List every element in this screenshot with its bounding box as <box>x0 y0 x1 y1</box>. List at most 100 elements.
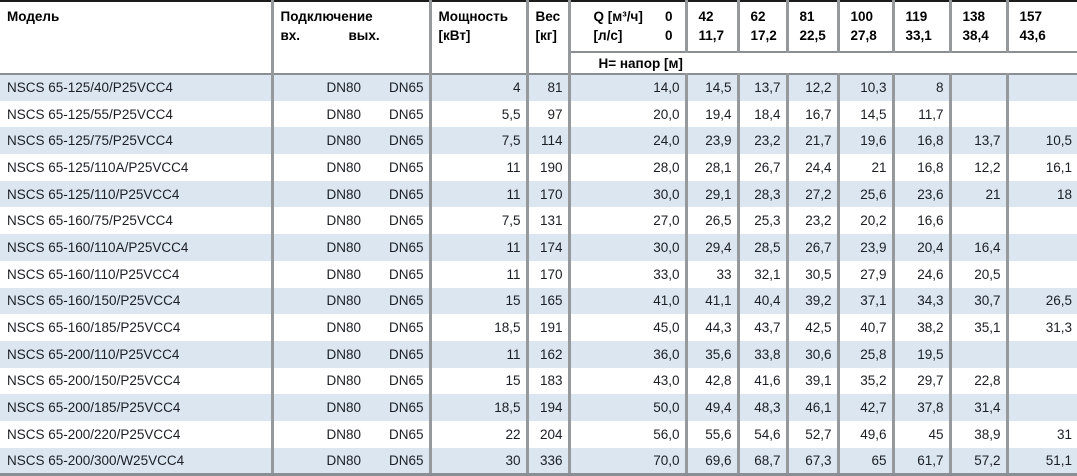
head-value-cell: 34,3 <box>893 287 952 315</box>
outlet-cell: DN65 <box>366 394 432 421</box>
head-value-cell: 46,1 <box>787 394 840 421</box>
table-header: Модель Подключение вх. вых. Мощность [кВ… <box>0 0 1077 75</box>
inlet-cell: DN80 <box>326 186 361 202</box>
outlet-cell: DN65 <box>366 447 432 476</box>
model-cell: NSCS 65-200/150/P25VCC4 <box>0 367 274 395</box>
head-value-cell: 20,0 <box>569 100 688 128</box>
head-value-cell: 30,6 <box>787 340 840 368</box>
flow-column-119: 119 33,1 <box>893 0 952 53</box>
head-value-cell: 13,7 <box>738 74 789 101</box>
head-value-cell: 26,7 <box>787 234 840 261</box>
table-row: NSCS 65-160/150/P25VCC4 DN80 DN65 15 165 41,0… <box>0 287 1077 315</box>
head-value-cell: 26,5 <box>1045 293 1072 309</box>
head-value-cell: 16,6 <box>893 207 952 235</box>
head-value-cell: 20,5 <box>950 260 1009 288</box>
head-value-cell: 29,4 <box>686 234 740 261</box>
head-value-cell: 32,1 <box>738 260 789 288</box>
table-row: NSCS 65-125/110A/P25VCC4 DN80 DN65 11 190 28,… <box>0 154 1077 181</box>
head-value-cell: 55,6 <box>686 420 740 448</box>
inlet-cell: DN80 <box>326 373 361 389</box>
head-value-cell: 23,9 <box>838 234 895 261</box>
head-value-cell: 25,8 <box>838 340 895 368</box>
head-value-cell: 21,7 <box>787 127 840 155</box>
head-value-cell: 28,1 <box>686 154 740 181</box>
head-value-cell: 24,6 <box>893 260 952 288</box>
head-value-cell: 14,5 <box>838 100 895 128</box>
connection-header-label: Подключение <box>280 9 373 24</box>
head-value-cell: 14,5 <box>686 74 740 101</box>
head-value-cell: 50,0 <box>569 394 688 421</box>
head-value-cell: 39,2 <box>787 287 840 315</box>
head-value-cell: 29,7 <box>893 367 952 395</box>
outlet-cell: DN65 <box>366 234 432 261</box>
head-value-cell: 42,5 <box>787 314 840 341</box>
head-value-cell: 20,4 <box>893 234 952 261</box>
head-value-cell: 27,9 <box>838 260 895 288</box>
model-cell: NSCS 65-160/75/P25VCC4 <box>0 207 274 235</box>
head-value-cell: 31,4 <box>950 394 1009 421</box>
outlet-cell: DN65 <box>366 207 432 235</box>
table-row: NSCS 65-160/110/P25VCC4 DN80 DN65 11 170 33,0… <box>0 260 1077 288</box>
weight-cell: 165 <box>527 287 571 315</box>
column-header-model: Модель <box>0 0 274 75</box>
head-value-cell: 48,3 <box>738 394 789 421</box>
head-value-cell: 30,0 <box>569 180 688 208</box>
head-value-cell: 23,2 <box>738 127 789 155</box>
power-cell: 30 <box>430 447 529 476</box>
inlet-cell: DN80 <box>272 447 366 476</box>
model-cell: NSCS 65-200/110/P25VCC4 <box>0 340 274 368</box>
inlet-cell: DN80 <box>326 320 361 336</box>
head-value-cell: 16,8 <box>893 127 952 155</box>
head-value-cell: 12,2 <box>950 154 1009 181</box>
weight-cell: 174 <box>527 234 571 261</box>
head-value-cell: 18,4 <box>738 100 789 128</box>
head-value-cell: 51,1 <box>1007 447 1077 476</box>
head-value-cell <box>950 207 1009 235</box>
power-cell: 18,5 <box>430 314 529 341</box>
head-value-cell: 67,3 <box>787 447 840 476</box>
head-value-cell <box>1007 368 1077 395</box>
weight-cell: 183 <box>527 367 571 395</box>
connection-subheaders: вх. вых. <box>274 25 428 44</box>
head-value-cell <box>1007 101 1077 128</box>
power-cell: 18,5 <box>430 394 529 421</box>
weight-cell: 204 <box>527 420 571 448</box>
weight-cell: 170 <box>527 260 571 288</box>
model-cell: NSCS 65-160/110A/P25VCC4 <box>0 234 274 261</box>
inlet-cell: DN80 <box>326 106 361 122</box>
power-cell: 11 <box>430 340 529 368</box>
table-body: NSCS 65-125/40/P25VCC4 DN80 DN65 4 81 14,0 14,… <box>0 74 1077 476</box>
head-value-cell <box>1007 394 1077 421</box>
weight-cell: 81 <box>527 74 571 101</box>
head-value-cell: 20,2 <box>838 207 895 235</box>
flow-m3h-label: Q [м³/ч] <box>593 9 643 24</box>
weight-unit-label: [кг] <box>535 28 557 43</box>
table-row: NSCS 65-125/40/P25VCC4 DN80 DN65 4 81 14,0 14,… <box>0 74 1077 101</box>
table-row: NSCS 65-125/110/P25VCC4 DN80 DN65 11 170 30,0… <box>0 180 1077 208</box>
head-value-cell <box>1007 234 1077 261</box>
head-value-cell: 28,0 <box>569 154 688 181</box>
power-cell: 22 <box>430 420 529 448</box>
model-cell: NSCS 65-125/55/P25VCC4 <box>0 100 274 128</box>
head-value-cell: 30,0 <box>569 234 688 261</box>
outlet-cell: DN65 <box>366 314 432 341</box>
head-value-cell: 19,6 <box>838 127 895 155</box>
inlet-cell: DN80 <box>326 266 361 282</box>
head-value-cell: 21 <box>950 180 1009 208</box>
head-value-cell: 25,6 <box>838 180 895 208</box>
outlet-cell: DN65 <box>366 127 432 155</box>
head-value-cell: 31 <box>1056 426 1072 442</box>
head-value-cell: 16,8 <box>893 154 952 181</box>
model-cell: NSCS 65-125/110/P25VCC4 <box>0 180 274 208</box>
head-value-cell: 49,6 <box>838 420 895 448</box>
table-row: NSCS 65-160/75/P25VCC4 DN80 DN65 7,5 131 27,0… <box>0 207 1077 235</box>
table-row: NSCS 65-125/55/P25VCC4 DN80 DN65 5,5 97 20,0 1… <box>0 100 1077 128</box>
weight-cell: 97 <box>527 100 571 128</box>
flow-column-157: 157 43,6 <box>1007 0 1077 53</box>
model-cell: NSCS 65-200/185/P25VCC4 <box>0 394 274 421</box>
table-row: NSCS 65-160/110A/P25VCC4 DN80 DN65 11 174 30,… <box>0 234 1077 261</box>
head-value-cell: 11,7 <box>893 100 952 128</box>
head-value-cell: 35,2 <box>838 367 895 395</box>
head-value-cell: 42,8 <box>686 367 740 395</box>
